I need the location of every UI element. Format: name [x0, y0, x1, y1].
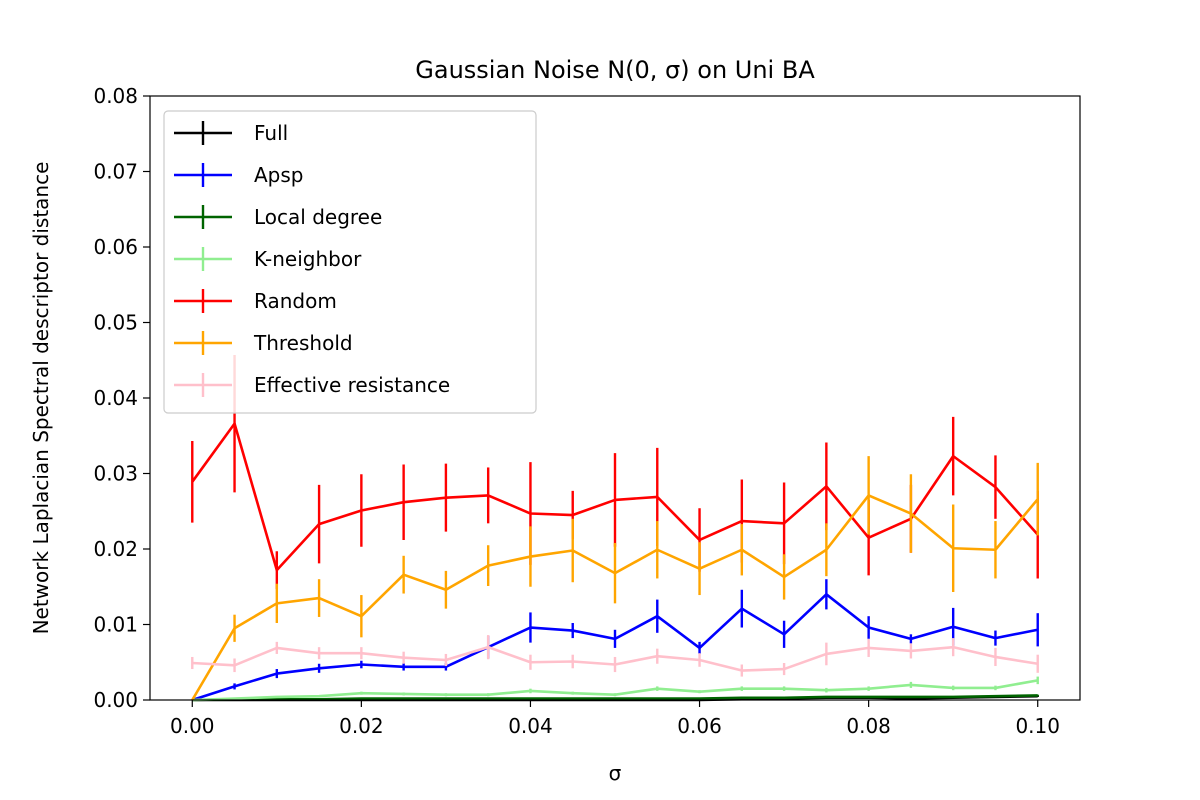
y-tick-label: 0.06: [93, 235, 138, 259]
x-tick-label: 0.00: [170, 714, 215, 738]
series-effective-resistance: [191, 635, 1039, 677]
series-threshold: [191, 456, 1039, 701]
legend-item: Full: [174, 121, 288, 145]
x-axis: 0.00 0.02 0.04 0.06 0.08 0.10: [170, 700, 1060, 738]
legend-label: Local degree: [254, 205, 382, 229]
legend-item: Apsp: [174, 163, 304, 187]
legend-label: K-neighbor: [254, 247, 362, 271]
legend-label: Threshold: [253, 331, 353, 355]
legend-label: Apsp: [254, 163, 304, 187]
legend: Full Apsp Local degree K-neighbor Random Thre…: [163, 110, 537, 414]
series-line-threshold: [191, 494, 1039, 701]
legend-item: K-neighbor: [174, 247, 362, 271]
series-k-neighbor: [192, 676, 1039, 702]
series-line-local-degree: [192, 694, 1038, 702]
legend-item: Random: [174, 289, 337, 313]
legend-item: Effective resistance: [174, 373, 450, 397]
legend-item: Threshold: [174, 331, 353, 355]
series-line-k-neighbor: [192, 679, 1038, 702]
x-tick-label: 0.08: [846, 714, 891, 738]
x-tick-label: 0.06: [677, 714, 722, 738]
series-apsp: [191, 579, 1039, 702]
x-tick-label: 0.10: [1015, 714, 1060, 738]
y-tick-label: 0.07: [93, 160, 138, 184]
y-tick-label: 0.03: [93, 462, 138, 486]
series-line-random: [191, 422, 1039, 572]
series-local-degree: [192, 694, 1039, 702]
y-axis: 0.00 0.01 0.02 0.03 0.04 0.05 0.06 0.07 0.08: [93, 84, 150, 712]
x-tick-label: 0.02: [339, 714, 384, 738]
y-tick-label: 0.05: [93, 311, 138, 335]
y-tick-label: 0.00: [93, 688, 138, 712]
y-axis-label: Network Laplacian Spectral descriptor di…: [29, 162, 53, 635]
series-line-effective-resistance: [192, 645, 1038, 672]
chart-title: Gaussian Noise N(0, σ) on Uni BA: [415, 56, 815, 84]
y-tick-label: 0.08: [93, 84, 138, 108]
series-line-apsp: [191, 592, 1038, 702]
legend-label: Random: [254, 289, 337, 313]
legend-label: Effective resistance: [254, 373, 450, 397]
legend-box: [163, 110, 537, 414]
y-tick-label: 0.04: [93, 386, 138, 410]
legend-item: Local degree: [174, 205, 382, 229]
y-tick-label: 0.02: [93, 537, 138, 561]
x-tick-label: 0.04: [508, 714, 553, 738]
y-tick-label: 0.01: [93, 613, 138, 637]
x-axis-label: σ: [609, 761, 622, 785]
legend-label: Full: [254, 121, 288, 145]
